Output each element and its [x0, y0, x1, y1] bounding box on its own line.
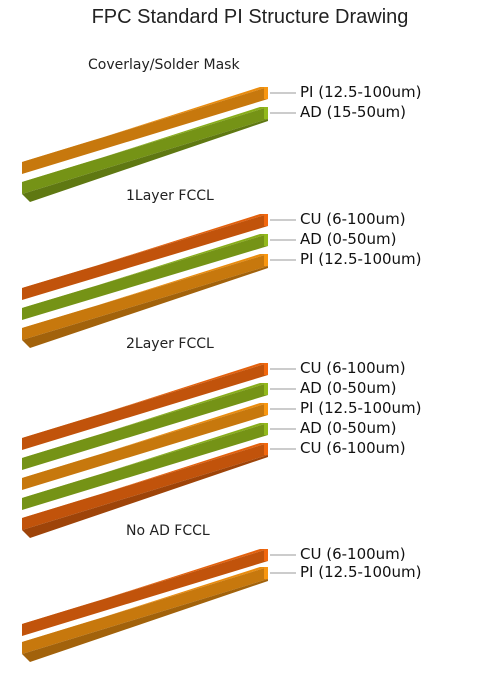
layer-label-cu: CU (6-100um): [300, 439, 406, 457]
layer-edge-ad: [264, 423, 268, 435]
layer-face-pi: [22, 403, 268, 490]
layer-label-ad: AD (15-50um): [300, 103, 406, 121]
layer-face-cu: [22, 549, 268, 636]
layer-label-pi: PI (12.5-100um): [300, 250, 422, 268]
layer-edge-ad: [264, 107, 268, 119]
layer-face-ad: [22, 423, 268, 510]
layer-face-pi: [22, 87, 268, 174]
layer-edge-cu: [264, 443, 268, 455]
section-title-2layer-fccl: 2Layer FCCL: [126, 336, 214, 352]
layer-label-pi: PI (12.5-100um): [300, 563, 422, 581]
layer-label-cu: CU (6-100um): [300, 545, 406, 563]
section-title-no-ad-fccl: No AD FCCL: [126, 523, 210, 539]
layer-edge-ad: [264, 234, 268, 246]
layer-edge-cu: [264, 214, 268, 226]
layer-label-ad: AD (0-50um): [300, 379, 397, 397]
layer-edge-pi: [264, 87, 268, 99]
layer-face-cu: [22, 443, 268, 530]
layer-face-ad: [22, 107, 268, 194]
layer-label-cu: CU (6-100um): [300, 210, 406, 228]
layer-label-pi: PI (12.5-100um): [300, 399, 422, 417]
layer-edge-pi: [264, 567, 268, 579]
section-title-1layer-fccl: 1Layer FCCL: [126, 188, 214, 204]
page-title: FPC Standard PI Structure Drawing: [91, 6, 409, 28]
layer-edge-pi: [264, 254, 268, 266]
layer-face-cu: [22, 363, 268, 450]
layer-edge-ad: [264, 383, 268, 395]
layer-edge-pi: [264, 403, 268, 415]
layer-edge-cu: [264, 549, 268, 561]
layer-label-cu: CU (6-100um): [300, 359, 406, 377]
layer-face-ad: [22, 383, 268, 470]
layer-bottom-shadow: [22, 266, 268, 348]
layer-face-pi: [22, 254, 268, 340]
layer-bottom-shadow: [22, 119, 268, 202]
layer-bottom-shadow: [22, 455, 268, 538]
section-title-coverlay: Coverlay/Solder Mask: [88, 57, 240, 73]
layer-label-ad: AD (0-50um): [300, 419, 397, 437]
layer-face-pi: [22, 567, 268, 654]
layer-label-pi: PI (12.5-100um): [300, 83, 422, 101]
layer-bottom-shadow: [22, 579, 268, 662]
layer-face-ad: [22, 234, 268, 320]
layer-face-cu: [22, 214, 268, 300]
layer-edge-cu: [264, 363, 268, 375]
layer-label-ad: AD (0-50um): [300, 230, 397, 248]
